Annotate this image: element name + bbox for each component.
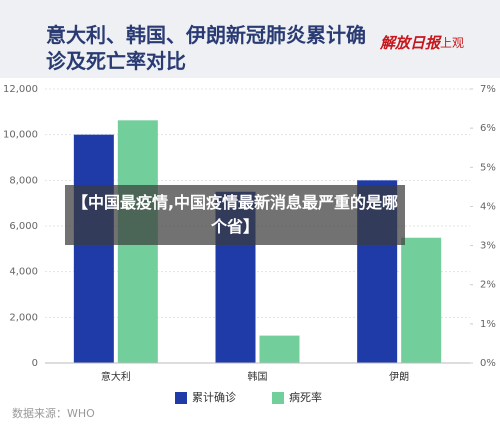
logo: 上观	[440, 36, 465, 50]
source: 数据来源：WHO	[12, 406, 95, 420]
y-tick-label: 4,000	[9, 267, 38, 278]
chart-title: 意大利、韩国、伊朗新冠肺炎累计确诊及死亡率对比	[46, 23, 366, 73]
bar	[401, 237, 442, 363]
legend-label: 累计确诊	[192, 390, 236, 404]
y-tick-label: 10,000	[3, 130, 38, 141]
legend-swatch	[175, 392, 187, 404]
y2-tick-label: 1%	[480, 319, 496, 330]
header	[0, 0, 500, 78]
y-tick-label: 0	[32, 358, 38, 369]
y-tick-label: 8,000	[9, 175, 38, 186]
legend-swatch	[272, 392, 284, 404]
bar	[259, 335, 300, 363]
x-tick-label: 意大利	[101, 370, 131, 383]
y2-tick-label: 2%	[480, 280, 496, 291]
y2-tick-label: 4%	[480, 201, 496, 212]
x-tick-label: 韩国	[248, 370, 268, 383]
y2-tick-label: 6%	[480, 123, 496, 134]
y2-tick-label: 3%	[480, 241, 496, 252]
y-tick-label: 12,000	[3, 84, 38, 95]
bar	[73, 134, 114, 363]
y2-tick-label: 5%	[480, 162, 496, 173]
banner[interactable]: 【中国最疫情,中国疫情最新消息最严重的是哪个省】	[65, 185, 405, 245]
x-tick-label: 伊朗	[389, 371, 409, 383]
legend-label: 病死率	[289, 390, 322, 404]
logo: 解放日报	[380, 34, 441, 52]
y-tick-label: 2,000	[9, 312, 38, 323]
y2-tick-label: 7%	[480, 84, 496, 95]
y-tick-label: 6,000	[9, 221, 38, 232]
y2-tick-label: 0%	[480, 358, 496, 369]
